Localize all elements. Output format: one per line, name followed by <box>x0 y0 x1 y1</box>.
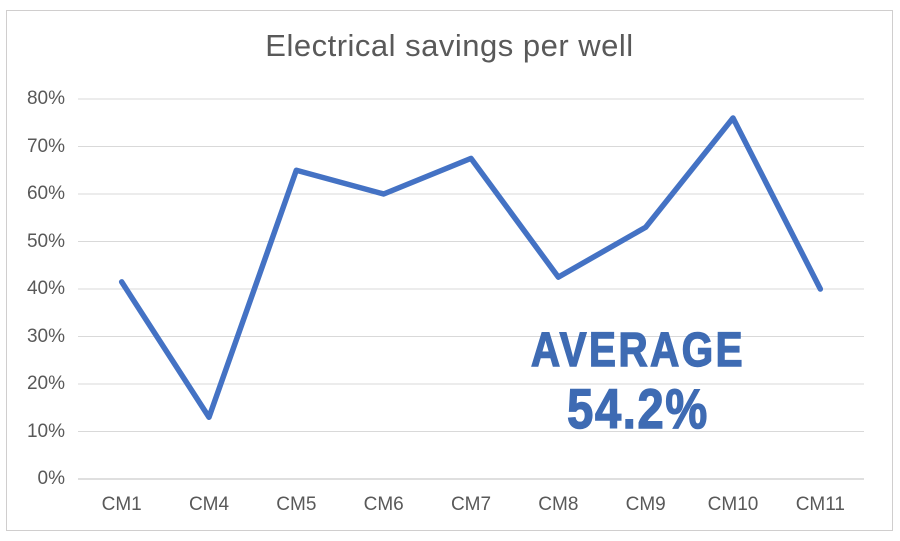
y-axis-tick-label: 40% <box>26 278 65 299</box>
y-axis-tick-label: 20% <box>26 373 65 394</box>
x-axis-category-label: CM8 <box>538 494 579 515</box>
data-series-line <box>118 115 824 420</box>
plot-area <box>78 98 864 480</box>
y-axis-tick-label: 10% <box>26 420 65 442</box>
y-axis-tick-label: 70% <box>26 135 65 157</box>
x-axis-category-label: CM1 <box>101 494 142 515</box>
x-axis: CM1 CM4 CM5 CM6 CM7 CM8 CM9 CM10 CM11 <box>7 494 892 518</box>
x-axis-category-label: CM5 <box>276 494 317 515</box>
x-axis-category-label: CM4 <box>188 494 230 515</box>
x-axis-category-label: CM11 <box>795 494 845 515</box>
y-axis-tick-label: 0% <box>37 468 65 489</box>
average-annotation: AVERAGE 54.2% <box>511 324 766 440</box>
chart-title: Electrical savings per well <box>265 28 634 63</box>
y-axis-tick-label: 50% <box>26 230 65 252</box>
y-axis-tick-label: 30% <box>26 325 65 347</box>
x-axis-category-label: CM10 <box>707 494 759 515</box>
x-axis-category-label: CM7 <box>450 494 492 515</box>
y-axis-tick-label: 60% <box>26 183 65 204</box>
y-axis-tick-label: 80% <box>26 88 65 109</box>
average-label: AVERAGE <box>530 324 746 378</box>
y-axis: 0% 10% 20% 30% 40% 50% 60% 70% 80% <box>7 11 65 530</box>
x-axis-category-label: CM9 <box>625 494 666 515</box>
average-value: 54.2% <box>566 377 709 440</box>
x-axis-category-label: CM6 <box>363 494 404 515</box>
chart-frame: Electrical savings per well 0% 10% 20% 30% 4… <box>6 10 893 531</box>
